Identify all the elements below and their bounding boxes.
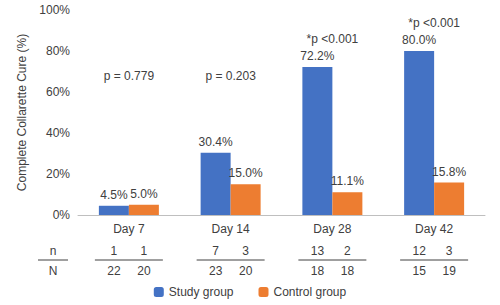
svg-text:Day 42: Day 42 [415, 222, 453, 236]
svg-text:60%: 60% [46, 85, 70, 99]
svg-text:19: 19 [442, 264, 456, 278]
svg-text:18: 18 [311, 264, 325, 278]
svg-text:20: 20 [137, 264, 151, 278]
svg-text:7: 7 [212, 244, 219, 258]
svg-text:1: 1 [111, 244, 118, 258]
svg-text:Study group: Study group [169, 285, 234, 299]
svg-text:20%: 20% [46, 167, 70, 181]
svg-text:15: 15 [412, 264, 426, 278]
svg-text:15.8%: 15.8% [432, 165, 466, 179]
svg-text:4.5%: 4.5% [100, 188, 128, 202]
svg-text:n: n [50, 244, 57, 258]
svg-text:100%: 100% [39, 3, 70, 17]
svg-text:Day 28: Day 28 [313, 222, 351, 236]
svg-text:0%: 0% [53, 208, 71, 222]
svg-text:80%: 80% [46, 44, 70, 58]
svg-text:Control group: Control group [274, 285, 347, 299]
svg-text:5.0%: 5.0% [130, 187, 158, 201]
svg-text:N: N [49, 264, 58, 278]
svg-text:13: 13 [311, 244, 325, 258]
svg-text:72.2%: 72.2% [300, 49, 334, 63]
svg-text:15.0%: 15.0% [229, 166, 263, 180]
svg-text:Day 14: Day 14 [212, 222, 250, 236]
svg-text:1: 1 [141, 244, 148, 258]
svg-text:30.4%: 30.4% [199, 135, 233, 149]
svg-text:p = 0.203: p = 0.203 [205, 69, 256, 83]
svg-text:18: 18 [341, 264, 355, 278]
svg-text:12: 12 [412, 244, 426, 258]
svg-text:p = 0.779: p = 0.779 [104, 69, 155, 83]
svg-text:Complete Collarette Cure (%): Complete Collarette Cure (%) [15, 34, 29, 191]
svg-text:23: 23 [209, 264, 223, 278]
svg-text:Day 7: Day 7 [113, 222, 145, 236]
svg-text:*p <0.001: *p <0.001 [307, 32, 359, 46]
svg-text:3: 3 [446, 244, 453, 258]
svg-text:40%: 40% [46, 126, 70, 140]
svg-text:3: 3 [242, 244, 249, 258]
svg-text:22: 22 [107, 264, 121, 278]
svg-text:20: 20 [239, 264, 253, 278]
svg-text:*p <0.001: *p <0.001 [408, 16, 460, 30]
svg-text:11.1%: 11.1% [331, 174, 364, 188]
svg-text:2: 2 [344, 244, 351, 258]
svg-text:80.0%: 80.0% [402, 33, 436, 47]
